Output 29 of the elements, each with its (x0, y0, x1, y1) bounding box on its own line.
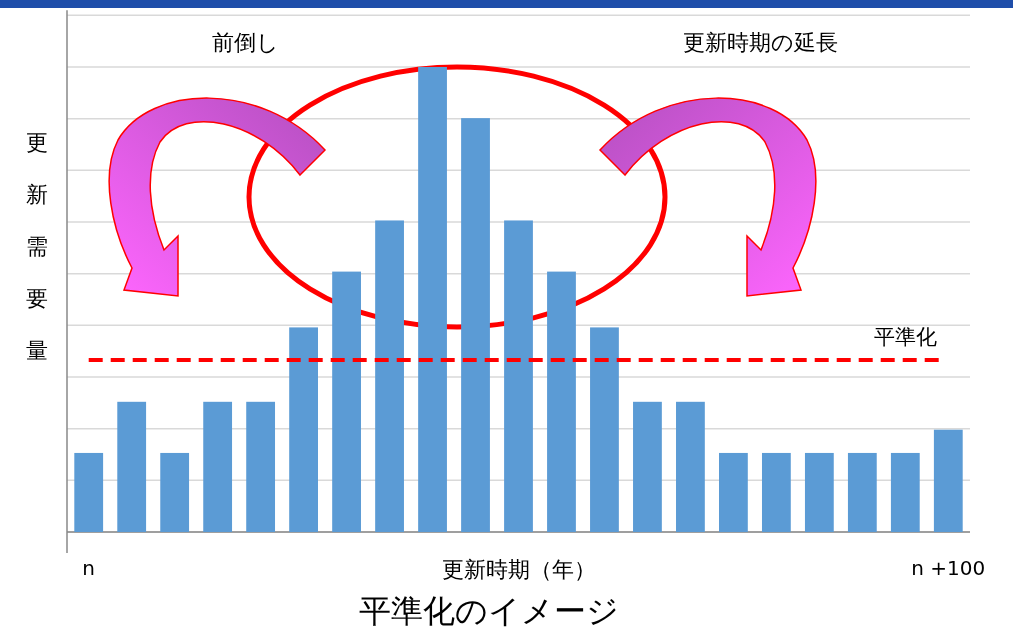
ref-line-label: 平準化 (873, 324, 937, 349)
bar (676, 401, 705, 532)
bar (246, 401, 276, 532)
bar (890, 452, 920, 532)
bar (847, 452, 877, 532)
x-tick-label: n +100 (911, 556, 986, 580)
bar (633, 401, 662, 532)
bar (418, 67, 447, 532)
bar (933, 429, 963, 532)
bar (804, 452, 834, 532)
text: 前倒し (211, 30, 279, 55)
bar (761, 452, 791, 532)
bar (375, 220, 404, 532)
bar (74, 452, 104, 532)
bar (461, 118, 490, 532)
bar (504, 220, 533, 532)
bar (160, 452, 190, 532)
bar (332, 271, 361, 532)
bar (547, 271, 576, 532)
x-axis-title: 更新時期（年） (441, 557, 596, 582)
text: 平準化のイメージ (358, 592, 619, 630)
bar (719, 452, 748, 532)
bar (203, 401, 233, 532)
bar (289, 327, 318, 532)
text: 更新時期の延長 (682, 30, 838, 55)
text: 更新需要量 (26, 130, 48, 363)
x-tick-label: n (82, 556, 96, 580)
bar (117, 401, 147, 532)
bar (590, 327, 619, 532)
